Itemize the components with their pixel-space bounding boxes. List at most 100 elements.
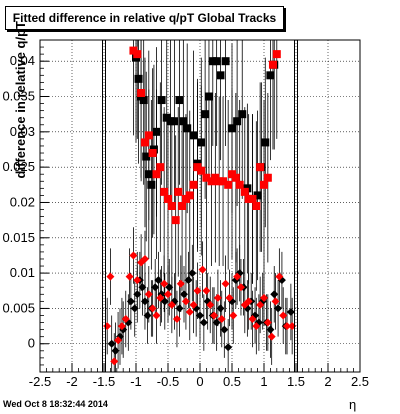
data-point (185, 307, 194, 316)
plot-frame (39, 39, 361, 373)
data-point (170, 117, 179, 126)
data-point (253, 191, 262, 200)
data-point (267, 332, 276, 341)
data-point (148, 149, 157, 158)
data-point (117, 322, 126, 331)
data-point (263, 173, 272, 182)
data-point (216, 71, 225, 80)
data-point (240, 187, 249, 196)
axes: -2.5 -2 -1.5 -1 -0.5 0 0.5 1 1.5 2 2.5 0 0.005 0.01 0.… (2, 39, 369, 389)
data-point (193, 286, 202, 295)
y-tick-label: 0.01 (10, 265, 35, 280)
data-point (129, 251, 138, 260)
y-tick-label: 0.025 (2, 159, 35, 174)
data-point (114, 336, 123, 345)
data-point (188, 269, 197, 278)
data-point (147, 180, 156, 189)
data-point (133, 290, 142, 299)
data-point (199, 318, 208, 327)
data-point (134, 74, 143, 83)
data-point (224, 343, 233, 352)
y-tick-label: 0.03 (10, 124, 35, 139)
data-point (189, 131, 198, 140)
data-point (157, 96, 166, 105)
data-point (133, 276, 142, 285)
data-point (272, 50, 281, 59)
x-tick-label: -2.5 (29, 374, 51, 389)
data-point (248, 194, 257, 203)
data-markers (103, 46, 297, 366)
data-point (167, 202, 176, 210)
data-point (252, 202, 261, 210)
data-point (130, 304, 139, 313)
data-point (198, 265, 207, 274)
data-point (260, 293, 268, 302)
data-point (110, 357, 119, 366)
data-point (270, 290, 279, 299)
data-point (165, 283, 174, 292)
data-point (204, 92, 213, 101)
data-point (144, 290, 153, 299)
data-point (181, 297, 190, 306)
data-point (189, 180, 198, 189)
data-point (179, 117, 188, 126)
data-point (160, 187, 169, 196)
data-point (144, 170, 153, 179)
data-point (126, 297, 135, 306)
y-tick-label: 0.02 (10, 194, 35, 209)
data-point (283, 322, 292, 331)
x-tick-label: 2 (324, 374, 331, 389)
data-point (228, 124, 236, 133)
data-point (180, 290, 188, 299)
data-point (256, 163, 265, 172)
chart-title: Fitted difference in relative q/pT Globa… (5, 6, 284, 30)
data-point (229, 311, 238, 320)
data-point (225, 293, 234, 302)
data-point (138, 283, 147, 292)
y-tick-label: 0.005 (2, 300, 35, 315)
data-point (152, 170, 161, 179)
data-point (202, 173, 211, 182)
y-tick-label: 0 (28, 336, 35, 351)
data-point (268, 60, 277, 69)
data-point (261, 138, 270, 147)
data-point (144, 131, 153, 140)
data-point (156, 163, 165, 172)
data-point (210, 311, 219, 320)
data-point (271, 297, 280, 306)
y-tick-label: 0.04 (10, 53, 35, 68)
data-point (121, 315, 130, 324)
data-point (266, 325, 275, 334)
x-axis-label: η (349, 397, 357, 412)
data-point (133, 50, 142, 59)
data-point (197, 166, 206, 175)
data-point (244, 297, 253, 306)
data-point (256, 300, 265, 309)
data-point (274, 304, 283, 313)
data-point (221, 57, 230, 66)
data-point (125, 272, 134, 281)
x-tick-label: -1.5 (93, 374, 115, 389)
data-point (152, 311, 161, 320)
data-point (221, 279, 230, 288)
x-tick-label: -2 (66, 374, 78, 389)
data-point (201, 110, 210, 119)
data-point (217, 315, 226, 324)
data-point (107, 339, 116, 348)
data-point (148, 304, 157, 313)
y-tick-label: 0.015 (2, 230, 35, 245)
data-point (175, 96, 184, 105)
data-point (156, 293, 165, 302)
data-point (164, 194, 172, 203)
data-point (279, 311, 288, 320)
x-tick-label: 0 (196, 374, 203, 389)
data-point (235, 180, 244, 189)
data-point (160, 279, 169, 288)
data-point (248, 315, 257, 324)
x-tick-label: 1 (260, 374, 267, 389)
data-point (260, 180, 268, 189)
timestamp-footer: Wed Oct 8 18:32:44 2014 (3, 399, 108, 409)
data-point (152, 127, 161, 136)
data-point (160, 297, 169, 306)
